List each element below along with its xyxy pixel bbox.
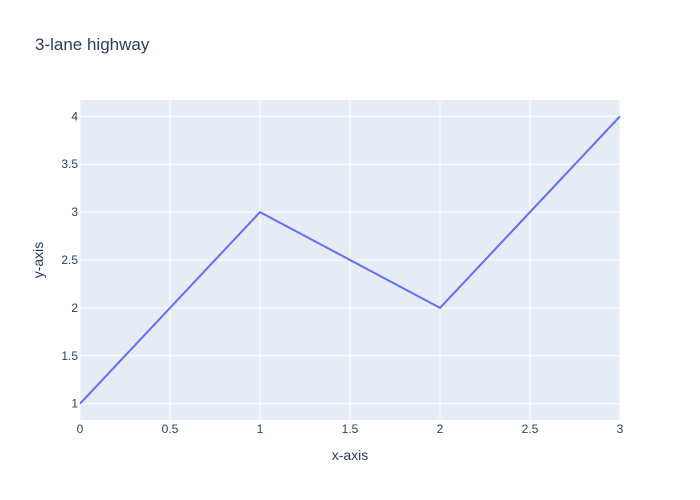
x-axis-title: x-axis (332, 447, 369, 463)
y-axis-title: y-axis (30, 242, 46, 279)
y-tick-label: 1.5 (61, 349, 78, 363)
x-axis-ticks: 0 0.5 1 1.5 2 2.5 3 (77, 422, 624, 436)
x-tick-label: 1 (257, 422, 264, 436)
y-tick-label: 3.5 (61, 157, 78, 171)
x-tick-label: 0.5 (162, 422, 179, 436)
x-tick-label: 2.5 (522, 422, 539, 436)
y-axis-ticks: 1 1.5 2 2.5 3 3.5 4 (61, 109, 78, 410)
y-tick-label: 2 (71, 301, 78, 315)
series-line (79, 115, 621, 405)
y-tick-label: 1 (71, 397, 78, 411)
chart-title: 3-lane highway (35, 35, 150, 54)
series-group (79, 115, 621, 405)
y-tick-label: 3 (71, 205, 78, 219)
x-tick-label: 0 (77, 422, 84, 436)
y-tick-label: 4 (71, 109, 78, 123)
x-tick-label: 3 (617, 422, 624, 436)
x-tick-label: 2 (437, 422, 444, 436)
y-tick-label: 2.5 (61, 253, 78, 267)
x-tick-label: 1.5 (342, 422, 359, 436)
